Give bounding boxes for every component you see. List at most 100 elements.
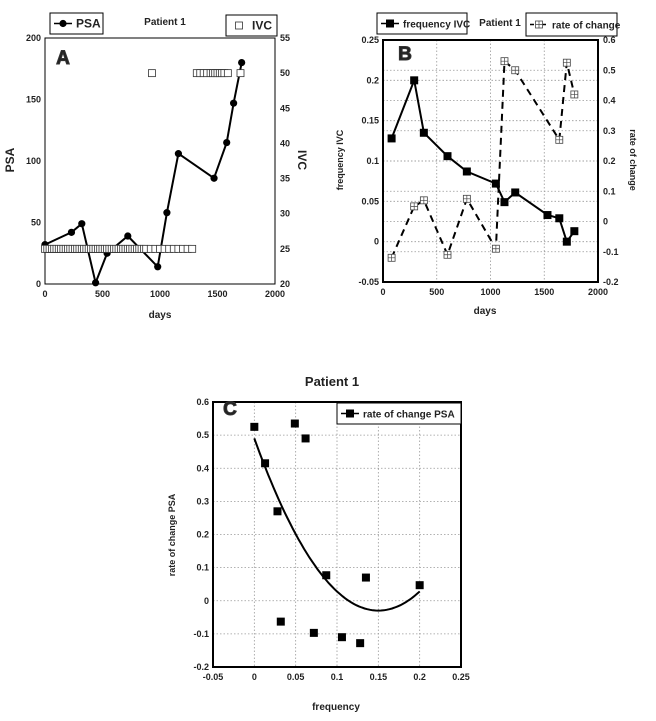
data-point-cross	[570, 90, 578, 98]
x-tick-label: 500	[95, 289, 110, 299]
data-point-cross	[563, 59, 571, 67]
legend-label: rate of change PSA	[363, 410, 455, 421]
x-tick-label: 500	[429, 287, 444, 297]
data-point-cross	[500, 57, 508, 65]
data-point-cross	[410, 202, 418, 210]
legend-ivc: IVC	[225, 14, 278, 37]
data-point	[301, 434, 310, 443]
data-point	[570, 227, 579, 236]
y-tick-label: -0.1	[193, 629, 209, 639]
x-tick-label: 0.2	[413, 672, 426, 682]
data-point	[188, 244, 197, 253]
y2-tick-label: 25	[280, 244, 290, 254]
chart-C: -0.05 0 0.05 0.1 0.15 0.2 0.25 -0.2 -0.1 0 0.1 0.2 0…	[167, 374, 470, 713]
legend-box	[525, 12, 618, 37]
data-point	[223, 69, 232, 78]
data-point-cross	[463, 195, 471, 203]
legend-marker	[386, 19, 394, 28]
data-point	[322, 571, 331, 580]
data-point	[415, 581, 424, 590]
x-tick-label: 1000	[480, 287, 500, 297]
data-point	[410, 76, 419, 85]
x-tick-label: 1000	[150, 289, 170, 299]
y-tick-label: 50	[31, 218, 41, 228]
legend-marker	[235, 21, 243, 30]
y2-axis-label: rate of change	[628, 129, 638, 191]
data-point	[223, 138, 231, 147]
legend-label: IVC	[252, 19, 272, 33]
series-frequency-ivc	[387, 76, 579, 246]
y2-tick-label: 0	[603, 217, 608, 227]
y-tick-label: -0.05	[358, 277, 379, 287]
y2-tick-label: 0.5	[603, 65, 616, 75]
legend-label: PSA	[76, 17, 101, 31]
data-point	[356, 639, 365, 648]
y-tick-label: 0	[204, 596, 209, 606]
data-point	[67, 228, 76, 236]
y-axis-label: frequency IVC	[335, 129, 345, 190]
x-tick-label: 0.25	[452, 672, 470, 682]
y2-tick-label: 45	[280, 103, 290, 113]
y-tick-label: 0.1	[366, 156, 379, 166]
data-point	[543, 211, 552, 220]
y2-tick-label: 55	[280, 33, 290, 43]
y2-tick-label: 0.1	[603, 186, 616, 196]
x-tick-label: -0.05	[203, 672, 224, 682]
data-point-cross	[420, 196, 428, 204]
legend-marker	[346, 409, 354, 418]
series-psa	[41, 59, 246, 287]
data-point	[210, 174, 218, 182]
x-tick-label: 0.1	[331, 672, 344, 682]
panel-letter: A	[56, 48, 70, 69]
y-tick-label: 150	[26, 95, 41, 105]
legend-rate-of-change-psa: rate of change PSA	[336, 402, 462, 425]
y-tick-label: 0.3	[196, 496, 209, 506]
plot-frame	[44, 37, 276, 285]
data-point	[562, 237, 571, 246]
chart-B: 0 500 1000 1500 2000-0.0500.050.10.150.20.25…	[335, 12, 638, 317]
x-tick-label: 0	[252, 672, 257, 682]
panel-letter: B	[398, 44, 412, 65]
y-tick-label: 0.2	[366, 75, 379, 85]
data-point-cross	[388, 254, 396, 262]
data-point	[154, 263, 162, 271]
legend-box	[49, 12, 104, 35]
data-point	[555, 214, 564, 223]
x-tick-label: 0	[42, 289, 47, 299]
data-point-cross	[492, 245, 500, 253]
y-tick-label: 0.25	[361, 35, 379, 45]
y-tick-label: 0.6	[196, 397, 209, 407]
data-point	[462, 167, 471, 176]
data-point	[174, 150, 182, 158]
legend-box	[225, 14, 278, 37]
data-point	[387, 134, 396, 143]
y-axis-label: rate of change PSA	[167, 493, 177, 576]
chart-title: Patient 1	[479, 18, 521, 29]
y2-tick-label: 0.4	[603, 96, 616, 106]
chart-title: Patient 1	[305, 374, 359, 389]
data-point	[236, 69, 245, 78]
y-tick-label: 0.15	[361, 116, 379, 126]
legend-box	[376, 12, 468, 35]
data-point	[443, 152, 452, 161]
plot-frame	[212, 401, 462, 668]
y-axis-label: PSA	[3, 147, 17, 172]
x-tick-label: 0.15	[370, 672, 388, 682]
series-rate-of-change-psa	[250, 419, 424, 648]
y2-tick-label: -0.1	[603, 247, 619, 257]
y-tick-label: -0.2	[193, 662, 209, 672]
legend-box	[336, 402, 462, 425]
data-point	[78, 220, 86, 228]
y2-tick-label: 0.2	[603, 156, 616, 166]
series-rate-of-change	[387, 57, 579, 262]
y2-tick-label: 35	[280, 174, 290, 184]
y-tick-label: 0.5	[196, 430, 209, 440]
data-point	[290, 419, 299, 428]
data-point	[238, 59, 246, 67]
data-point	[337, 633, 346, 642]
data-point	[361, 573, 370, 582]
y2-axis-label: IVC	[295, 150, 309, 170]
y2-tick-label: 0.3	[603, 126, 616, 136]
